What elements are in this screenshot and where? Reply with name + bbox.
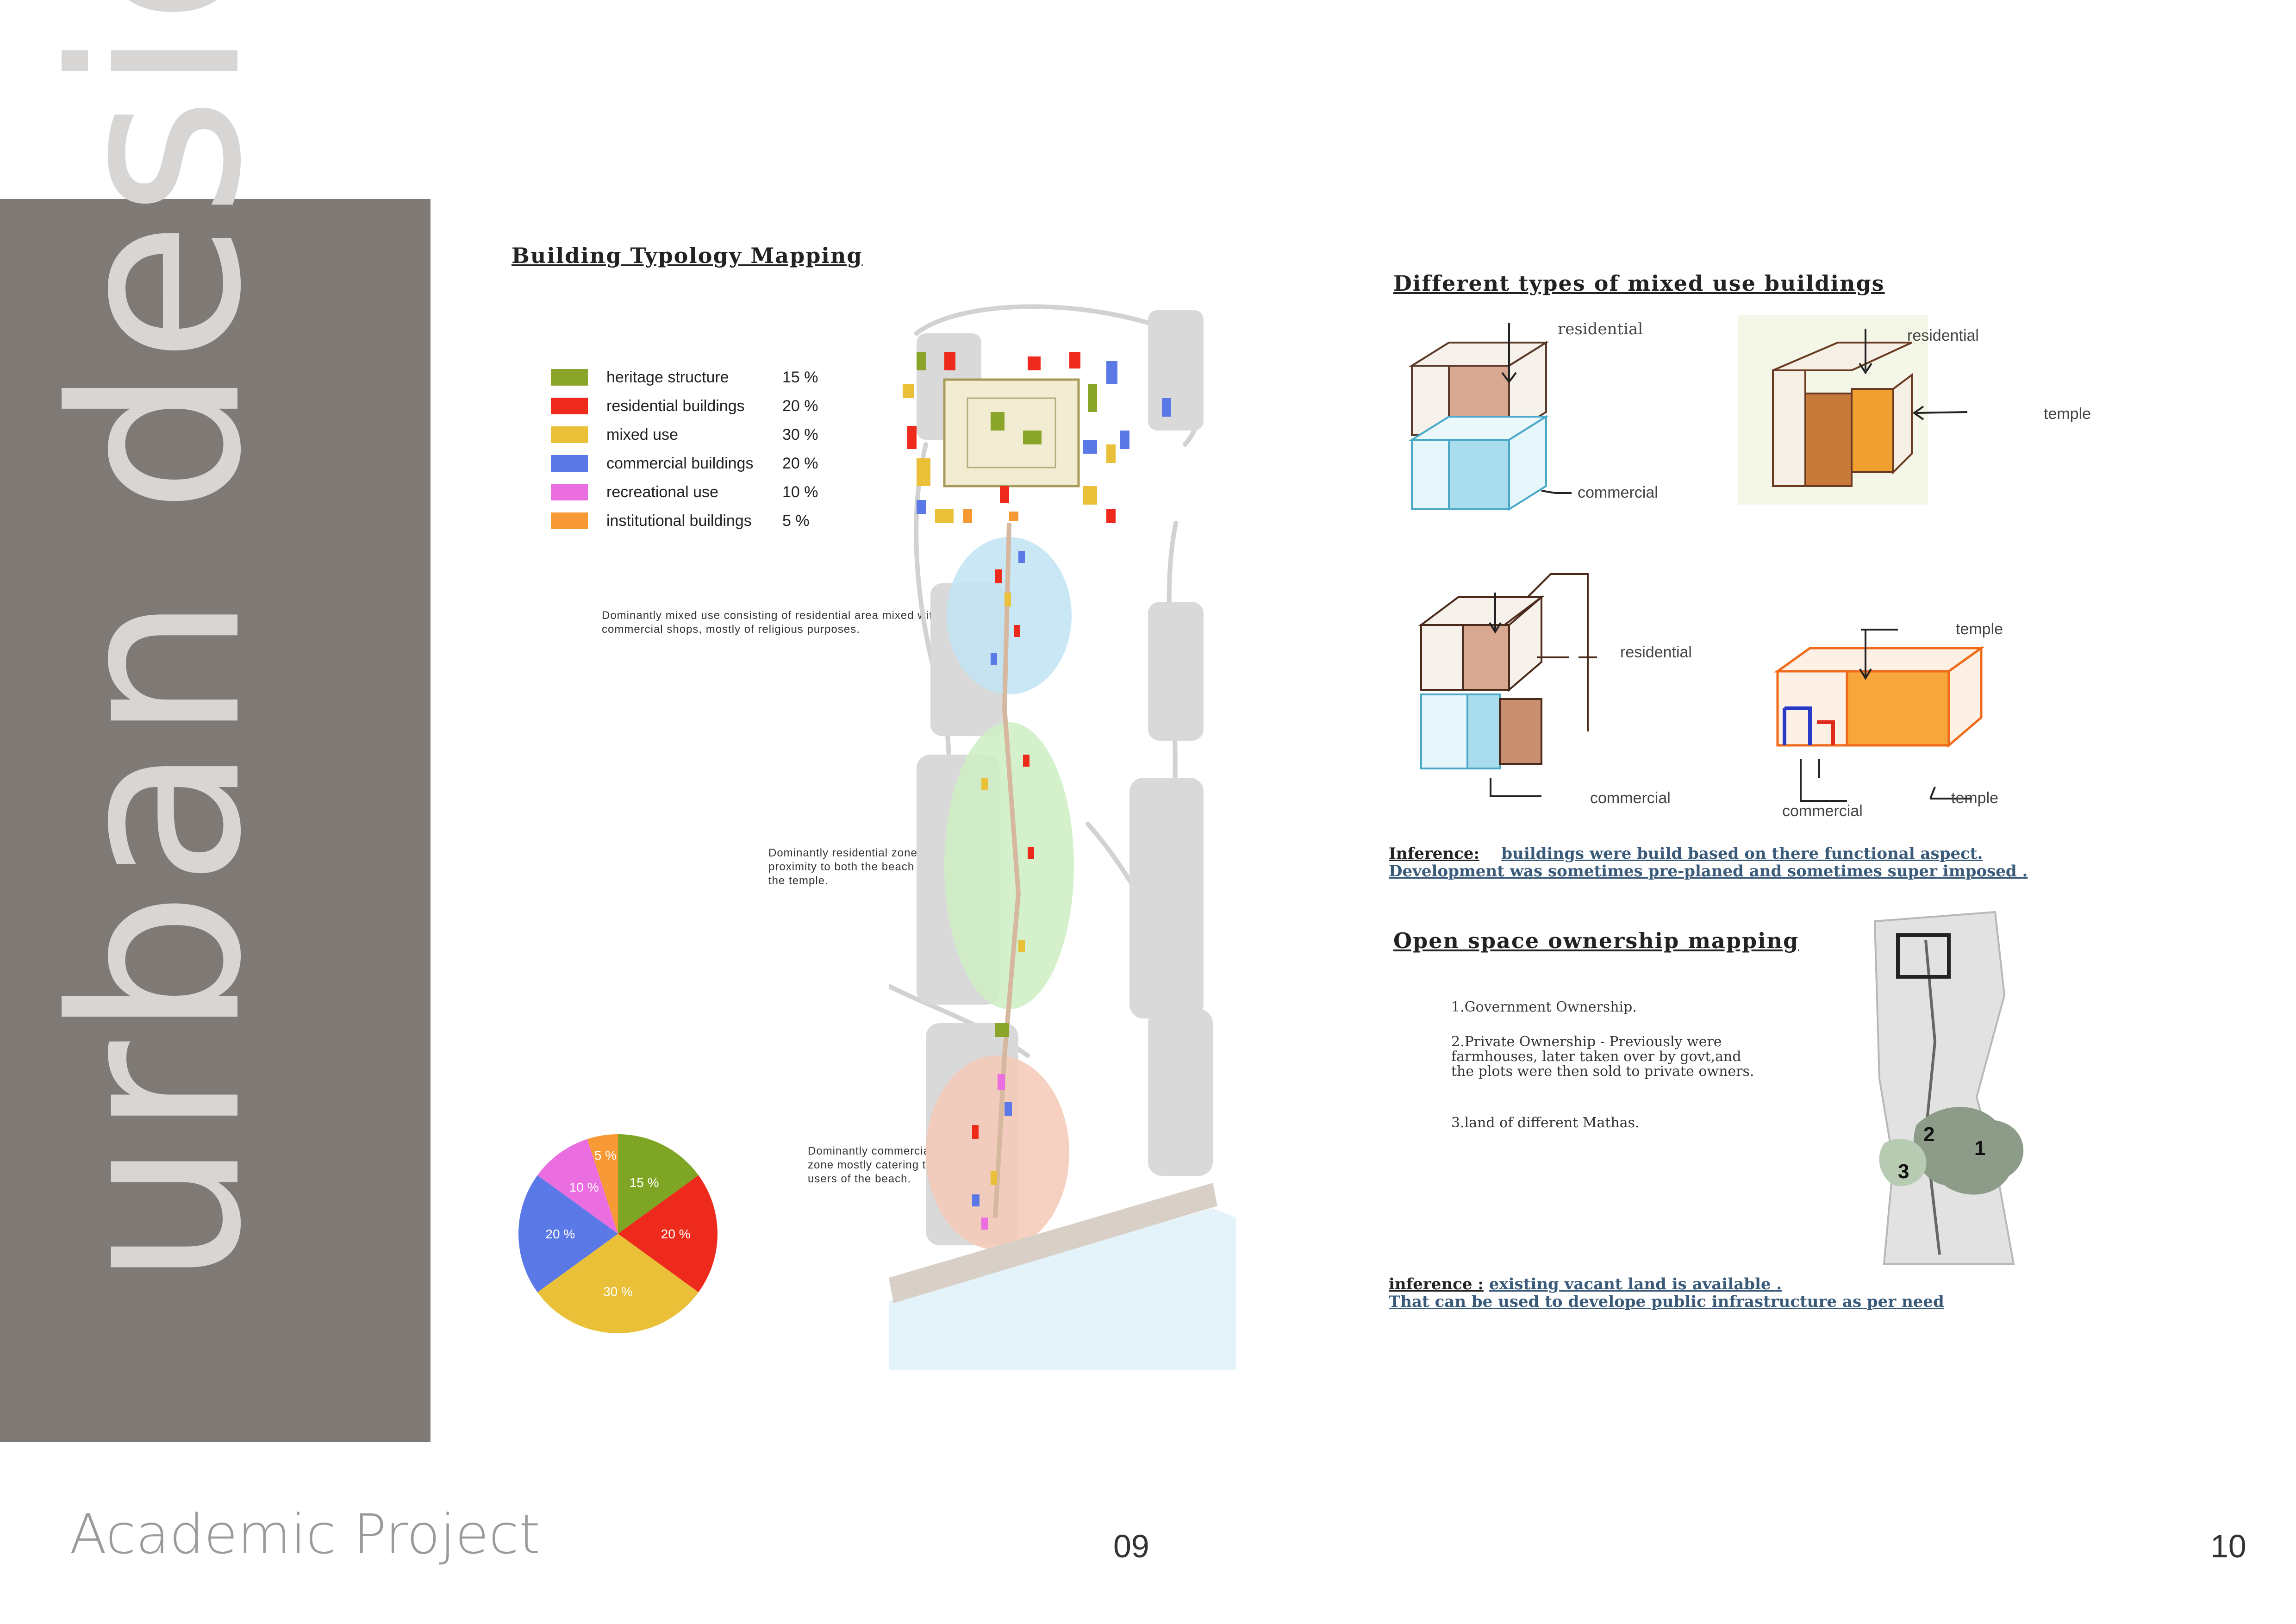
open-space-3 [1879,1139,1927,1186]
legend-item: institutional buildings 5 % [551,509,810,532]
legend-percent: 20 % [782,397,818,415]
ownership-title: Open space ownership mapping [1393,928,1799,953]
sketch4-top-label: temple [1956,620,2003,638]
pie-slice [618,1175,718,1293]
sea [889,1208,1236,1370]
legend-swatch [551,369,588,386]
pie-slice [537,1234,699,1333]
legend-item: residential buildings 20 % [551,394,818,418]
legend-percent: 10 % [782,483,818,501]
ownership-item: 1.Government Ownership. [1451,999,1637,1015]
mixed-use-inference: Inference: buildings were build based on… [1389,845,2028,880]
sketch3-top-label: residential [1620,643,1692,661]
legend-percent: 30 % [782,425,818,443]
map-number: 1 [1974,1137,1985,1160]
sketch2-top-label: residential [1907,327,1979,344]
beach-road [889,1183,1217,1303]
sketch-stacked-building [1409,323,1572,511]
pie-label: 30 % [603,1285,633,1299]
pie-label: 20 % [661,1227,691,1241]
pie-label: 20 % [545,1227,575,1241]
legend-item: heritage structure 15 % [551,366,818,389]
ownership-item: 2.Private Ownership - Previously were fa… [1451,1034,1754,1080]
legend-percent: 5 % [782,512,810,530]
open-space-1 [1913,1107,2024,1195]
note-commercial-zone: Dominantly commercial zone mostly cateri… [808,1145,933,1185]
inference-line: buildings were build based on there func… [1501,844,1983,863]
temple-outline [1896,933,1951,979]
map-number: 2 [1923,1123,1934,1146]
legend-percent: 15 % [782,368,818,386]
pie-slice [587,1134,618,1234]
pie-slice [618,1134,699,1234]
legend-label: recreational use [606,483,718,501]
pie-label: 5 % [594,1148,617,1162]
legend-label: residential buildings [606,397,745,415]
sidebar-panel [0,199,430,1442]
mixed-use-title: Different types of mixed use buildings [1393,271,1885,296]
typology-legend: heritage structure 15 % residential buil… [551,366,875,542]
inference-line: That can be used to develope public infr… [1389,1293,1944,1311]
sketch2-right-label: temple [2044,405,2091,423]
footer-label: Academic Project [69,1502,541,1566]
typology-title: Building Typology Mapping [512,243,863,268]
inference-key: inference : [1389,1275,1484,1293]
temple-complex-block [943,378,1080,487]
sidebar-title: urban design [23,0,292,1287]
note-residential-zone: Dominantly residential zone in proximity… [768,847,938,887]
sketch1-bottom-label: commercial [1578,484,1658,501]
pie-slice [537,1139,618,1234]
sketch1-top-label: residential [1558,320,1643,338]
legend-swatch [551,484,588,500]
legend-item: mixed use 30 % [551,423,818,446]
sketch-temple-building [1772,329,1968,487]
legend-item: recreational use 10 % [551,481,818,504]
sketch4-right-label: temple [1951,789,1998,807]
mixed-use-sketches: residential commercial residential templ… [1409,315,2091,820]
pie-label: 10 % [569,1180,599,1194]
pie-slice [518,1175,618,1293]
map-number: 3 [1898,1160,1909,1183]
legend-label: institutional buildings [606,512,752,530]
legend-swatch [551,398,588,414]
legend-percent: 20 % [782,454,818,472]
residential-zone [944,722,1074,1009]
typology-pie-chart: 15 % 20 % 30 % 20 % 10 % 5 % [518,1134,718,1333]
ownership-inference: inference : existing vacant land is avai… [1389,1275,1944,1311]
inference-line: Development was sometimes pre-planed and… [1389,862,2028,881]
site-map [889,304,1236,1370]
legend-swatch [551,426,588,443]
legend-label: heritage structure [606,368,729,386]
legend-swatch [551,512,588,529]
ownership-item: 3.land of different Mathas. [1451,1115,1640,1131]
note-mixed-zone: Dominantly mixed use consisting of resid… [602,609,939,636]
legend-item: commercial buildings 20 % [551,452,818,475]
sketch-offset-building [1418,573,1597,797]
sketch4-bottom-label: commercial [1782,802,1863,820]
sketch3-bottom-label: commercial [1590,789,1671,807]
inference-key: Inference: [1389,844,1480,863]
ownership-map: 2 1 3 [1873,911,2024,1265]
page-number-left: 09 [1113,1528,1149,1564]
inference-line: existing vacant land is available . [1489,1275,1782,1293]
legend-label: commercial buildings [606,454,754,472]
pie-label: 15 % [630,1175,659,1190]
sketch-temple-commercial [1774,629,1985,802]
legend-swatch [551,455,588,472]
legend-label: mixed use [606,425,678,443]
page-number-right: 10 [2210,1528,2246,1564]
